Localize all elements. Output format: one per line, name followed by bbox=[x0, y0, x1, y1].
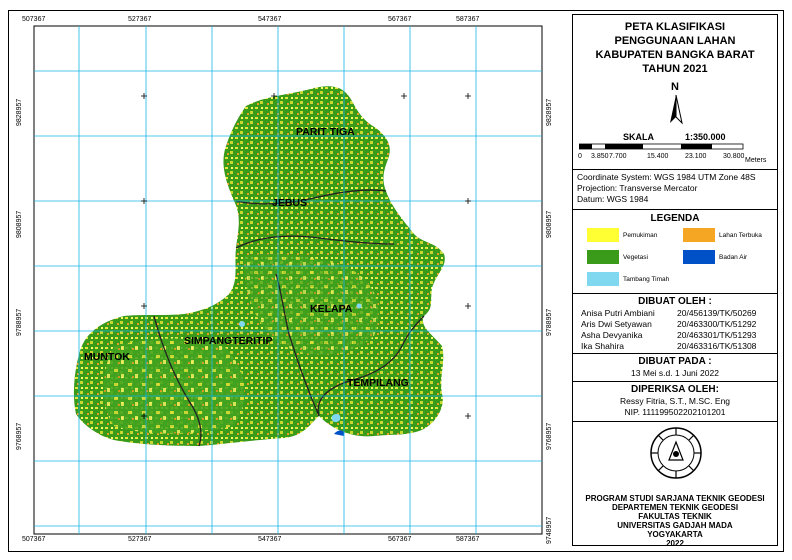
creator-row: Asha Devyanika 20/463301/TK/51293 bbox=[581, 330, 757, 340]
date-value: 13 Mei s.d. 1 Juni 2022 bbox=[631, 368, 719, 378]
reviewer-nip: NIP. 111199502202101201 bbox=[624, 407, 726, 417]
x-tick-top: 507367 bbox=[22, 16, 46, 23]
legend-swatch-pemukiman bbox=[587, 228, 619, 242]
x-tick-top: 527367 bbox=[128, 16, 152, 23]
utm-grid bbox=[34, 26, 542, 534]
region-label-tempilang: TEMPILANG bbox=[347, 377, 409, 389]
legend-label: Tambang Timah bbox=[623, 276, 670, 283]
date-title: DIBUAT PADA : bbox=[638, 356, 712, 367]
map-area: PARIT TIGA JEBUS KELAPA SIMPANGTERITIP M… bbox=[14, 16, 558, 546]
title-section: PETA KLASIFIKASI PENGGUNAAN LAHAN KABUPA… bbox=[573, 15, 777, 170]
y-tick-right: 9808957 bbox=[546, 210, 553, 238]
creators-title: DIBUAT OLEH : bbox=[638, 296, 712, 307]
projection-line: Datum: WGS 1984 bbox=[577, 194, 649, 204]
legend-swatch-lahan-terbuka bbox=[683, 228, 715, 242]
y-tick-right: 9748957 bbox=[546, 516, 553, 544]
institution-line: 2022 bbox=[666, 539, 684, 548]
scale-tick: 0 bbox=[578, 153, 582, 160]
projection-line: Coordinate System: WGS 1984 UTM Zone 48S bbox=[577, 172, 756, 182]
reviewer-name: Ressy Fitria, S.T., M.SC. Eng bbox=[619, 396, 731, 406]
x-tick-bottom: 547367 bbox=[258, 536, 282, 543]
legend-label: Vegetasi bbox=[623, 254, 648, 261]
region-label-parit-tiga: PARIT TIGA bbox=[296, 126, 355, 138]
scale-bar bbox=[579, 143, 744, 150]
ugm-logo-icon bbox=[650, 427, 702, 479]
creators-section: DIBUAT OLEH : Anisa Putri Ambiani 20/4561… bbox=[573, 294, 777, 354]
region-label-kelapa: KELAPA bbox=[310, 303, 353, 315]
legend-section: LEGENDA Pemukiman Lahan Terbuka Vegetasi… bbox=[573, 210, 777, 294]
land-use-map: PARIT TIGA JEBUS KELAPA SIMPANGTERITIP M… bbox=[33, 25, 543, 535]
legend-swatch-badan-air bbox=[683, 250, 715, 264]
region-label-simpangteritip: SIMPANGTERITIP bbox=[184, 335, 272, 347]
scale-ratio: 1:350.000 bbox=[685, 132, 726, 142]
y-tick-right: 9768957 bbox=[546, 422, 553, 450]
scale-unit: Meters bbox=[745, 157, 767, 164]
map-info-panel: PETA KLASIFIKASI PENGGUNAAN LAHAN KABUPA… bbox=[572, 14, 778, 548]
date-section: DIBUAT PADA : 13 Mei s.d. 1 Juni 2022 bbox=[573, 354, 777, 382]
legend-swatch-vegetasi bbox=[587, 250, 619, 264]
district-boundaries bbox=[153, 189, 425, 447]
scale-tick: 7.700 bbox=[609, 153, 627, 160]
projection-section: Coordinate System: WGS 1984 UTM Zone 48S… bbox=[573, 170, 777, 210]
legend-label: Pemukiman bbox=[623, 232, 658, 239]
x-tick-bottom: 507367 bbox=[22, 536, 46, 543]
y-tick-left: 9768957 bbox=[16, 422, 23, 450]
x-tick-bottom: 587367 bbox=[456, 536, 480, 543]
y-tick-left: 9788957 bbox=[16, 308, 23, 336]
projection-line: Projection: Transverse Mercator bbox=[577, 183, 698, 193]
region-label-jebus: JEBUS bbox=[272, 197, 307, 209]
institution-line: DEPARTEMEN TEKNIK GEODESI bbox=[611, 503, 739, 512]
reviewer-title: DIPERIKSA OLEH: bbox=[631, 384, 719, 395]
creator-row: Ika Shahira 20/463316/TK/51308 bbox=[581, 341, 757, 351]
institution-line: YOGYAKARTA bbox=[647, 530, 703, 539]
legend-label: Lahan Terbuka bbox=[719, 232, 762, 239]
scale-tick: 3.850 bbox=[591, 153, 609, 160]
institution-line: FAKULTAS TEKNIK bbox=[638, 512, 712, 521]
scale-label: SKALA bbox=[623, 132, 654, 142]
map-title-line: KABUPATEN BANGKA BARAT bbox=[595, 49, 755, 61]
y-tick-right: 9828957 bbox=[546, 98, 553, 126]
region-label-muntok: MUNTOK bbox=[84, 351, 130, 363]
map-title-line: PETA KLASIFIKASI bbox=[624, 21, 726, 33]
legend-label: Badan Air bbox=[719, 254, 748, 261]
y-tick-left: 9828957 bbox=[16, 98, 23, 126]
reviewer-section: DIPERIKSA OLEH: Ressy Fitria, S.T., M.SC… bbox=[573, 382, 777, 422]
institution-section: PROGRAM STUDI SARJANA TEKNIK GEODESI DEP… bbox=[573, 422, 777, 548]
north-label: N bbox=[671, 81, 679, 93]
scale-tick: 15.400 bbox=[647, 153, 669, 160]
x-tick-top: 567367 bbox=[388, 16, 412, 23]
institution-line: PROGRAM STUDI SARJANA TEKNIK GEODESI bbox=[585, 494, 765, 503]
scale-tick: 23.100 bbox=[685, 153, 707, 160]
legend-swatch-tambang-timah bbox=[587, 272, 619, 286]
y-tick-right: 9788957 bbox=[546, 308, 553, 336]
creator-row: Anisa Putri Ambiani 20/456139/TK/50269 bbox=[581, 308, 757, 318]
institution-line: UNIVERSITAS GADJAH MADA bbox=[617, 521, 733, 530]
legend-title: LEGENDA bbox=[650, 213, 700, 224]
y-tick-left: 9808957 bbox=[16, 210, 23, 238]
x-tick-bottom: 527367 bbox=[128, 536, 152, 543]
map-title-line: PENGGUNAAN LAHAN bbox=[614, 35, 736, 47]
map-sheet-frame bbox=[8, 10, 784, 552]
x-tick-bottom: 567367 bbox=[388, 536, 412, 543]
creator-row: Aris Dwi Setyawan 20/463300/TK/51292 bbox=[581, 319, 757, 329]
north-arrow-icon bbox=[670, 95, 683, 125]
x-tick-top: 587367 bbox=[456, 16, 480, 23]
map-title-line: TAHUN 2021 bbox=[642, 63, 708, 75]
x-tick-top: 547367 bbox=[258, 16, 282, 23]
scale-tick: 30.800 bbox=[723, 153, 745, 160]
